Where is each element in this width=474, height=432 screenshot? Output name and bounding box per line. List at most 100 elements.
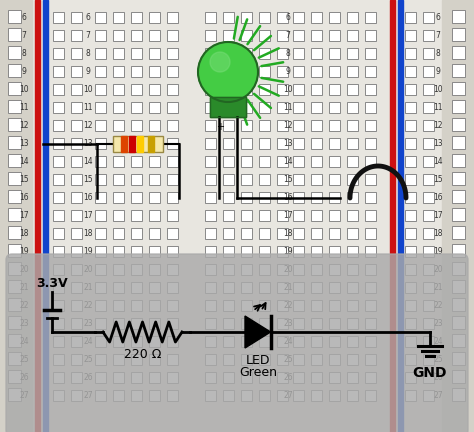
Bar <box>8 136 21 149</box>
Bar <box>293 264 304 275</box>
Bar <box>53 354 64 365</box>
Bar <box>113 136 163 152</box>
Bar <box>53 282 64 293</box>
Bar <box>277 48 288 59</box>
Bar <box>167 156 178 167</box>
Bar <box>205 174 216 185</box>
Bar <box>223 354 234 365</box>
Bar <box>223 246 234 257</box>
Bar <box>167 264 178 275</box>
Bar <box>241 102 252 113</box>
Bar <box>223 372 234 383</box>
Bar <box>365 390 376 401</box>
Bar <box>8 244 21 257</box>
Bar <box>452 190 465 203</box>
Bar <box>8 28 21 41</box>
Text: 15: 15 <box>19 175 29 184</box>
Bar <box>277 210 288 221</box>
Bar <box>113 300 124 311</box>
Bar <box>223 174 234 185</box>
Bar <box>210 97 246 117</box>
Bar <box>311 246 322 257</box>
Bar <box>347 48 358 59</box>
Bar <box>423 228 434 239</box>
Bar <box>423 12 434 23</box>
Bar <box>205 30 216 41</box>
Bar <box>452 172 465 185</box>
Bar <box>43 0 48 432</box>
Bar <box>8 298 21 311</box>
Bar <box>149 336 160 347</box>
Bar <box>311 372 322 383</box>
Bar <box>259 120 270 131</box>
Bar <box>205 156 216 167</box>
Bar <box>131 372 142 383</box>
Bar <box>347 318 358 329</box>
Bar <box>167 48 178 59</box>
Bar <box>149 84 160 95</box>
Bar <box>113 246 124 257</box>
Bar <box>423 390 434 401</box>
Bar <box>8 154 21 167</box>
Bar <box>311 156 322 167</box>
Bar <box>53 318 64 329</box>
Bar <box>71 354 82 365</box>
Bar <box>223 282 234 293</box>
Text: 12: 12 <box>83 121 93 130</box>
Bar <box>8 334 21 347</box>
Bar <box>71 156 82 167</box>
Bar <box>223 156 234 167</box>
Bar <box>405 282 416 293</box>
Bar <box>241 138 252 149</box>
Bar <box>423 120 434 131</box>
Bar <box>95 192 106 203</box>
Bar <box>259 174 270 185</box>
Bar <box>405 264 416 275</box>
Bar <box>205 120 216 131</box>
Bar <box>148 136 154 152</box>
Bar <box>365 192 376 203</box>
Bar <box>347 282 358 293</box>
Bar <box>423 156 434 167</box>
Bar <box>452 136 465 149</box>
Bar <box>259 228 270 239</box>
Bar <box>347 246 358 257</box>
Text: 22: 22 <box>83 301 93 309</box>
Bar <box>149 210 160 221</box>
Bar <box>113 318 124 329</box>
Bar <box>205 192 216 203</box>
Text: 17: 17 <box>283 210 293 219</box>
Bar <box>149 120 160 131</box>
Bar <box>405 174 416 185</box>
Bar <box>0 0 32 432</box>
Bar <box>149 12 160 23</box>
Bar <box>53 138 64 149</box>
Bar <box>137 136 143 152</box>
Bar <box>329 120 340 131</box>
FancyBboxPatch shape <box>6 254 468 432</box>
Bar <box>95 390 106 401</box>
Bar <box>167 30 178 41</box>
Bar <box>277 264 288 275</box>
Bar <box>53 66 64 77</box>
Bar <box>452 370 465 383</box>
Bar <box>347 30 358 41</box>
Text: 8: 8 <box>22 48 27 57</box>
Bar <box>131 84 142 95</box>
Bar <box>365 48 376 59</box>
Bar <box>452 352 465 365</box>
Bar <box>149 48 160 59</box>
Bar <box>113 228 124 239</box>
Bar <box>113 120 124 131</box>
Bar <box>149 66 160 77</box>
Bar <box>293 102 304 113</box>
Bar <box>405 156 416 167</box>
Bar <box>259 102 270 113</box>
Bar <box>95 210 106 221</box>
Bar <box>365 84 376 95</box>
Text: 6: 6 <box>436 13 440 22</box>
Bar <box>241 318 252 329</box>
Text: 7: 7 <box>285 31 291 39</box>
Bar <box>53 30 64 41</box>
Bar <box>293 210 304 221</box>
